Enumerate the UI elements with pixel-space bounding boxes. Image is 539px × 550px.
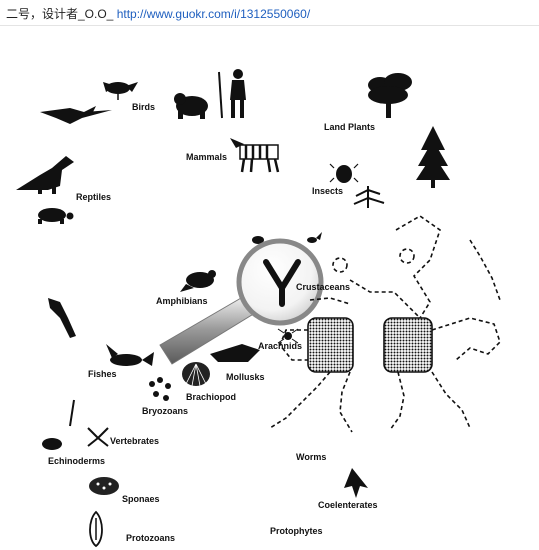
protozoan-icon (89, 510, 103, 548)
scorpion-icon (307, 232, 322, 243)
broadleaf-tree-icon (368, 73, 412, 118)
image-caption: 二号，设计者_O.O_ http://www.guokr.com/i/13125… (6, 5, 310, 22)
octopus-diagram (269, 215, 501, 433)
lancelet-icon (69, 399, 75, 427)
label-insects: Insects (312, 186, 343, 196)
snail-shell-icon (210, 344, 260, 362)
beetle-icon (329, 163, 359, 183)
human-icon (218, 69, 246, 119)
seahorse-icon (48, 298, 76, 338)
frog-icon (180, 270, 216, 292)
magnifying-glass-icon (159, 238, 324, 365)
fish-icon (106, 344, 154, 366)
crab-icon (246, 230, 264, 244)
bird-icon (103, 82, 138, 100)
label-protophytes: Protophytes (270, 526, 323, 536)
fern-plant-icon (353, 186, 385, 208)
label-worms: Worms (296, 452, 326, 462)
label-mammals: Mammals (186, 152, 227, 162)
label-coelenterates: Coelenterates (318, 500, 378, 510)
label-fishes: Fishes (88, 369, 117, 379)
label-birds: Birds (132, 102, 155, 112)
label-bryozoans: Bryozoans (142, 406, 188, 416)
source-link[interactable]: http://www.guokr.com/i/1312550060/ (116, 7, 311, 21)
label-echinoderms: Echinoderms (48, 456, 105, 466)
label-vertebrates: Vertebrates (110, 436, 159, 446)
bryozoan-colony-icon (149, 377, 171, 401)
label-crustaceans: Crustaceans (296, 282, 350, 292)
label-arachnids: Arachnids (258, 341, 302, 351)
conifer-tree-icon (416, 126, 450, 188)
label-land-plants: Land Plants (324, 122, 375, 132)
turtle-icon (38, 208, 74, 224)
coral-polyp-icon (344, 468, 368, 498)
label-protozoans: Protozoans (126, 533, 175, 543)
caption-text: 二号，设计者_O.O_ (6, 7, 114, 21)
gorilla-icon (174, 93, 208, 119)
caption-divider (0, 25, 539, 26)
dinosaur-icon (16, 156, 74, 194)
label-mollusks: Mollusks (226, 372, 265, 382)
sea-urchin-icon (42, 438, 62, 450)
label-amphibians: Amphibians (156, 296, 208, 306)
label-sponges: Sponaes (122, 494, 160, 504)
brittle-star-icon (87, 427, 109, 447)
sponge-icon (89, 477, 119, 495)
label-brachiopod: Brachiopod (186, 392, 236, 402)
label-reptiles: Reptiles (76, 192, 111, 202)
brachiopod-shell-icon (182, 362, 210, 387)
pterosaur-icon (40, 106, 112, 124)
zebra-icon (230, 138, 280, 173)
